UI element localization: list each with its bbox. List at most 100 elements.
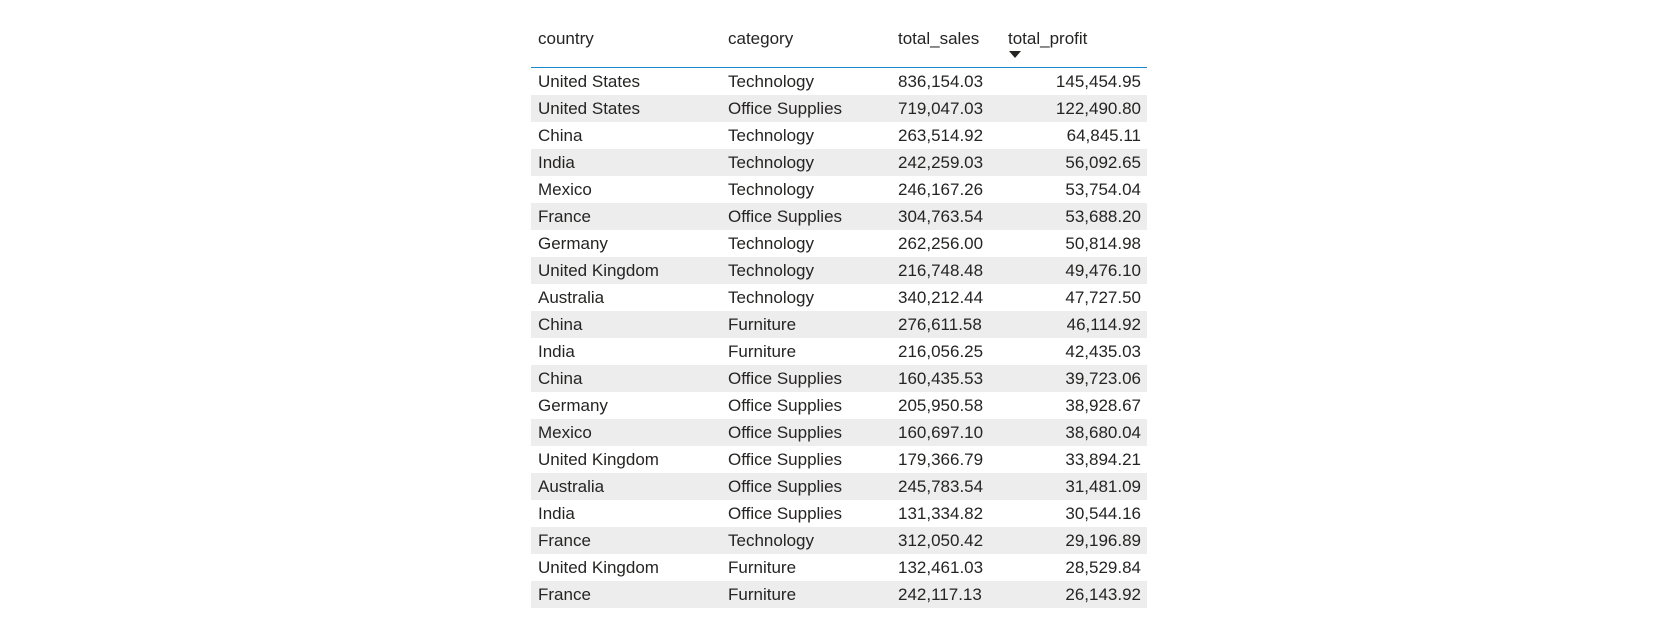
cell-total-profit: 53,754.04 <box>1065 180 1141 199</box>
cell-total-profit: 39,723.06 <box>1001 365 1147 392</box>
cell-category: Office Supplies <box>721 473 891 500</box>
cell-total-profit: 38,928.67 <box>1065 396 1141 415</box>
cell-total-profit: 56,092.65 <box>1001 149 1147 176</box>
table-row[interactable]: China Office Supplies 160,435.53 39,723.06 <box>531 365 1147 392</box>
cell-total-profit: 26,143.92 <box>1001 581 1147 608</box>
cell-category: Office Supplies <box>721 419 891 446</box>
cell-total-profit: 42,435.03 <box>1065 342 1141 361</box>
table-row[interactable]: Australia Office Supplies 245,783.54 31,481… <box>531 473 1147 500</box>
cell-total-profit: 47,727.50 <box>1065 288 1141 307</box>
table-row[interactable]: United States Technology 836,154.03 145,454… <box>531 68 1147 96</box>
cell-total-sales: 216,748.48 <box>891 257 1001 284</box>
table-row[interactable]: United Kingdom Technology 216,748.48 49,476… <box>531 257 1147 284</box>
cell-total-sales: 340,212.44 <box>898 288 984 307</box>
cell-total-profit: 46,114.92 <box>1001 311 1147 338</box>
cell-category: Technology <box>721 257 891 284</box>
cell-total-sales: 131,334.82 <box>898 504 984 523</box>
cell-category: Office Supplies <box>721 203 891 230</box>
cell-total-profit: 49,476.10 <box>1001 257 1147 284</box>
table-row[interactable]: Australia Technology 340,212.44 47,727.50 <box>531 284 1147 311</box>
cell-category: Furniture <box>721 311 891 338</box>
cell-total-profit: 33,894.21 <box>1065 450 1141 469</box>
table-visual: country category total_sales total_profi… <box>531 24 1147 608</box>
cell-country: France <box>531 527 721 554</box>
cell-total-sales: 216,056.25 <box>898 342 984 361</box>
cell-country: India <box>531 149 721 176</box>
cell-country: India <box>538 342 575 361</box>
cell-total-sales: 242,259.03 <box>891 149 1001 176</box>
cell-country: France <box>531 203 721 230</box>
data-table: country category total_sales total_profi… <box>531 24 1147 608</box>
cell-total-sales: 132,461.03 <box>898 558 984 577</box>
table-row[interactable]: Mexico Office Supplies 160,697.10 38,680.04 <box>531 419 1147 446</box>
table-row[interactable]: France Office Supplies 304,763.54 53,688.20 <box>531 203 1147 230</box>
table-row[interactable]: Germany Technology 262,256.00 50,814.98 <box>531 230 1147 257</box>
cell-total-profit: 50,814.98 <box>1065 234 1141 253</box>
cell-category: Office Supplies <box>728 450 843 469</box>
cell-total-sales: 242,117.13 <box>891 581 1001 608</box>
cell-total-sales: 304,763.54 <box>891 203 1001 230</box>
cell-total-profit: 28,529.84 <box>1065 558 1141 577</box>
cell-total-sales: 719,047.03 <box>891 95 1001 122</box>
cell-total-sales: 246,167.26 <box>898 180 984 199</box>
table-row[interactable]: France Furniture 242,117.13 26,143.92 <box>531 581 1147 608</box>
cell-total-sales: 245,783.54 <box>891 473 1001 500</box>
cell-country: China <box>531 365 721 392</box>
cell-country: United Kingdom <box>538 558 659 577</box>
column-header-country[interactable]: country <box>531 24 721 68</box>
cell-total-profit: 53,688.20 <box>1001 203 1147 230</box>
cell-total-profit: 31,481.09 <box>1001 473 1147 500</box>
cell-total-sales: 179,366.79 <box>898 450 984 469</box>
cell-category: Technology <box>728 72 815 91</box>
table-row[interactable]: China Furniture 276,611.58 46,114.92 <box>531 311 1147 338</box>
cell-country: Germany <box>538 234 608 253</box>
table-row[interactable]: India Furniture 216,056.25 42,435.03 <box>531 338 1147 365</box>
cell-country: United Kingdom <box>531 257 721 284</box>
cell-total-sales: 312,050.42 <box>891 527 1001 554</box>
cell-total-sales: 160,697.10 <box>891 419 1001 446</box>
cell-category: Furniture <box>728 558 797 577</box>
cell-country: United States <box>538 72 641 91</box>
column-header-total-profit[interactable]: total_profit <box>1001 24 1147 68</box>
table-row[interactable]: France Technology 312,050.42 29,196.89 <box>531 527 1147 554</box>
sort-descending-icon[interactable] <box>1009 51 1021 58</box>
cell-country: United States <box>531 95 721 122</box>
table-row[interactable]: China Technology 263,514.92 64,845.11 <box>531 122 1147 149</box>
cell-category: Technology <box>721 527 891 554</box>
cell-category: Furniture <box>721 581 891 608</box>
column-header-category[interactable]: category <box>721 24 891 68</box>
cell-country: Australia <box>538 288 605 307</box>
cell-country: Australia <box>531 473 721 500</box>
cell-category: Technology <box>728 126 815 145</box>
cell-total-profit: 29,196.89 <box>1001 527 1147 554</box>
cell-country: Mexico <box>538 180 592 199</box>
column-header-total-sales[interactable]: total_sales <box>891 24 1001 68</box>
cell-country: United Kingdom <box>538 450 659 469</box>
table-row[interactable]: United Kingdom Furniture 132,461.03 28,529.… <box>531 554 1147 581</box>
cell-country: Germany <box>538 396 608 415</box>
table-row[interactable]: Germany Office Supplies 205,950.58 38,928.6… <box>531 392 1147 419</box>
cell-total-profit: 64,845.11 <box>1066 126 1141 145</box>
cell-total-sales: 276,611.58 <box>891 311 1001 338</box>
cell-category: Technology <box>728 288 815 307</box>
table-row[interactable]: India Office Supplies 131,334.82 30,544.16 <box>531 500 1147 527</box>
cell-category: Technology <box>728 180 815 199</box>
cell-country: China <box>531 311 721 338</box>
cell-total-profit: 145,454.95 <box>1055 72 1141 91</box>
table-row[interactable]: Mexico Technology 246,167.26 53,754.04 <box>531 176 1147 203</box>
cell-country: France <box>531 581 721 608</box>
cell-total-sales: 263,514.92 <box>898 126 984 145</box>
cell-category: Office Supplies <box>728 396 843 415</box>
cell-category: Furniture <box>728 342 797 361</box>
cell-category: Technology <box>728 234 815 253</box>
table-row[interactable]: United States Office Supplies 719,047.03 12… <box>531 95 1147 122</box>
cell-category: Office Supplies <box>721 95 891 122</box>
header-row: country category total_sales total_profi… <box>531 24 1147 68</box>
cell-country: China <box>538 126 583 145</box>
cell-total-profit: 122,490.80 <box>1001 95 1147 122</box>
table-row[interactable]: United Kingdom Office Supplies 179,366.79 3… <box>531 446 1147 473</box>
cell-total-profit: 38,680.04 <box>1001 419 1147 446</box>
table-row[interactable]: India Technology 242,259.03 56,092.65 <box>531 149 1147 176</box>
cell-total-sales: 262,256.00 <box>898 234 984 253</box>
cell-total-sales: 160,435.53 <box>891 365 1001 392</box>
